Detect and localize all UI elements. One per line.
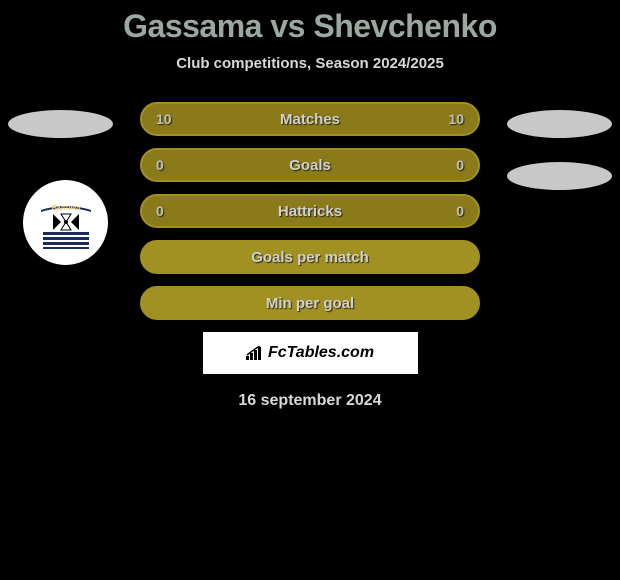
stat-left-value: 10 [156, 111, 172, 127]
footer-brand-box: FcTables.com [203, 332, 418, 374]
stat-left-value: 0 [156, 157, 164, 173]
stat-row-matches: 10 Matches 10 [140, 102, 480, 136]
team-logo-left: Балтика [23, 180, 108, 265]
stat-right-value: 10 [448, 111, 464, 127]
footer-brand-text: FcTables.com [268, 344, 374, 362]
player-avatar-left [8, 110, 113, 138]
stat-label: Hattricks [278, 203, 342, 220]
page-subtitle: Club competitions, Season 2024/2025 [0, 55, 620, 72]
player-avatar-right-2 [507, 162, 612, 190]
stat-label: Goals [289, 157, 331, 174]
footer-brand: FcTables.com [246, 344, 374, 362]
stat-row-goals: 0 Goals 0 [140, 148, 480, 182]
date-text: 16 september 2024 [0, 392, 620, 410]
player-avatar-right [507, 110, 612, 138]
stats-container: 10 Matches 10 0 Goals 0 0 Hattricks 0 Go… [140, 102, 480, 320]
content-area: Балтика 10 Matches 10 0 Goals 0 0 [0, 102, 620, 410]
stat-label: Min per goal [266, 295, 354, 312]
stat-row-min-per-goal: Min per goal [140, 286, 480, 320]
stat-row-goals-per-match: Goals per match [140, 240, 480, 274]
baltika-logo-icon: Балтика [35, 192, 97, 254]
stat-label: Matches [280, 111, 340, 128]
svg-text:Балтика: Балтика [51, 205, 80, 212]
chart-icon [246, 346, 264, 360]
page-title: Gassama vs Shevchenko [0, 0, 620, 45]
stat-left-value: 0 [156, 203, 164, 219]
stat-row-hattricks: 0 Hattricks 0 [140, 194, 480, 228]
stat-right-value: 0 [456, 203, 464, 219]
stat-right-value: 0 [456, 157, 464, 173]
stat-label: Goals per match [251, 249, 369, 266]
